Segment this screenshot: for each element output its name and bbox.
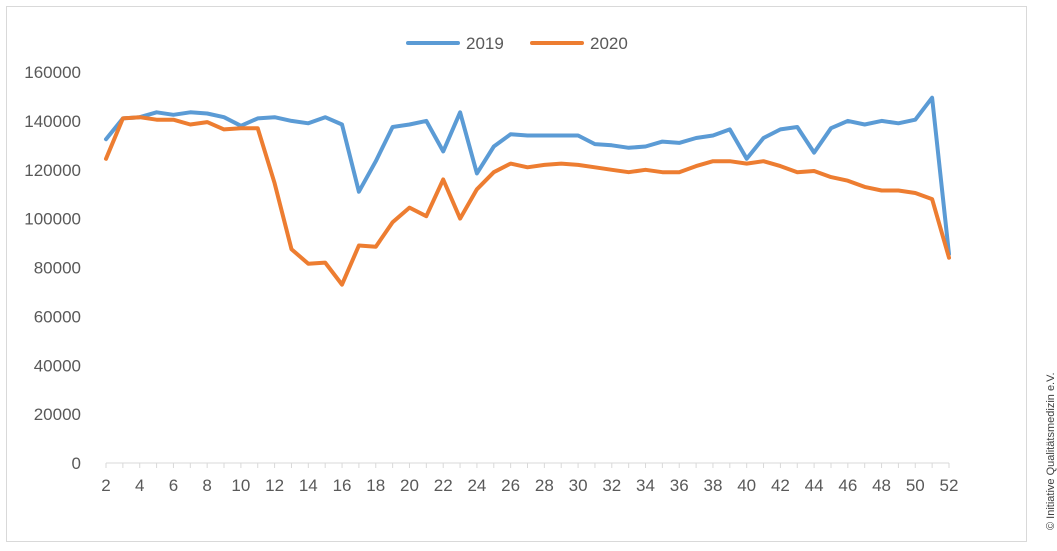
x-tick-label: 52 (940, 476, 959, 495)
chart-frame: 2019 2020 0 20000 40000 60000 80000 100000 1200… (6, 6, 1027, 542)
x-tick-label: 44 (805, 476, 824, 495)
line-chart: 2019 2020 0 20000 40000 60000 80000 100000 1200… (24, 34, 959, 495)
x-tick-label: 8 (202, 476, 211, 495)
x-tick-label: 20 (400, 476, 419, 495)
legend-label-2020: 2020 (590, 34, 628, 53)
y-axis: 0 20000 40000 60000 80000 100000 120000 140000 1… (24, 63, 81, 473)
x-tick-label: 18 (366, 476, 385, 495)
x-tick-label: 42 (771, 476, 790, 495)
x-tick-label: 24 (467, 476, 486, 495)
y-tick-label: 60000 (34, 307, 81, 326)
x-tick-label: 40 (737, 476, 756, 495)
x-tick-label: 26 (501, 476, 520, 495)
x-tick-label: 22 (434, 476, 453, 495)
plot-area (104, 95, 951, 287)
x-tick-label: 4 (135, 476, 144, 495)
series-line-2019 (104, 95, 951, 257)
copyright-notice: © Initiative Qualitätsmedizin e.V. (1045, 372, 1057, 531)
legend-label-2019: 2019 (466, 34, 504, 53)
y-tick-label: 0 (72, 454, 81, 473)
x-tick-label: 38 (703, 476, 722, 495)
x-tick-label: 14 (299, 476, 318, 495)
y-tick-label: 40000 (34, 356, 81, 375)
x-tick-label: 30 (569, 476, 588, 495)
y-tick-label: 160000 (24, 63, 81, 82)
legend: 2019 2020 (406, 34, 628, 53)
x-tick-label: 36 (670, 476, 689, 495)
y-tick-label: 100000 (24, 210, 81, 229)
y-tick-label: 80000 (34, 259, 81, 278)
x-tick-label: 16 (333, 476, 352, 495)
y-tick-label: 120000 (24, 161, 81, 180)
x-tick-label: 50 (906, 476, 925, 495)
x-tick-label: 12 (265, 476, 284, 495)
y-tick-label: 140000 (24, 112, 81, 131)
x-tick-label: 2 (101, 476, 110, 495)
x-tick-label: 28 (535, 476, 554, 495)
x-tick-label: 32 (602, 476, 621, 495)
y-tick-label: 20000 (34, 405, 81, 424)
x-tick-label: 34 (636, 476, 655, 495)
x-tick-label: 48 (872, 476, 891, 495)
x-tick-label: 10 (231, 476, 250, 495)
x-tick-label: 46 (838, 476, 857, 495)
x-axis: 2 4 6 8 10 12 14 16 18 20 22 24 26 28 30 32 34 36 38 40 42 44… (101, 462, 959, 495)
series-line-2020 (104, 115, 951, 287)
x-tick-label: 6 (169, 476, 178, 495)
